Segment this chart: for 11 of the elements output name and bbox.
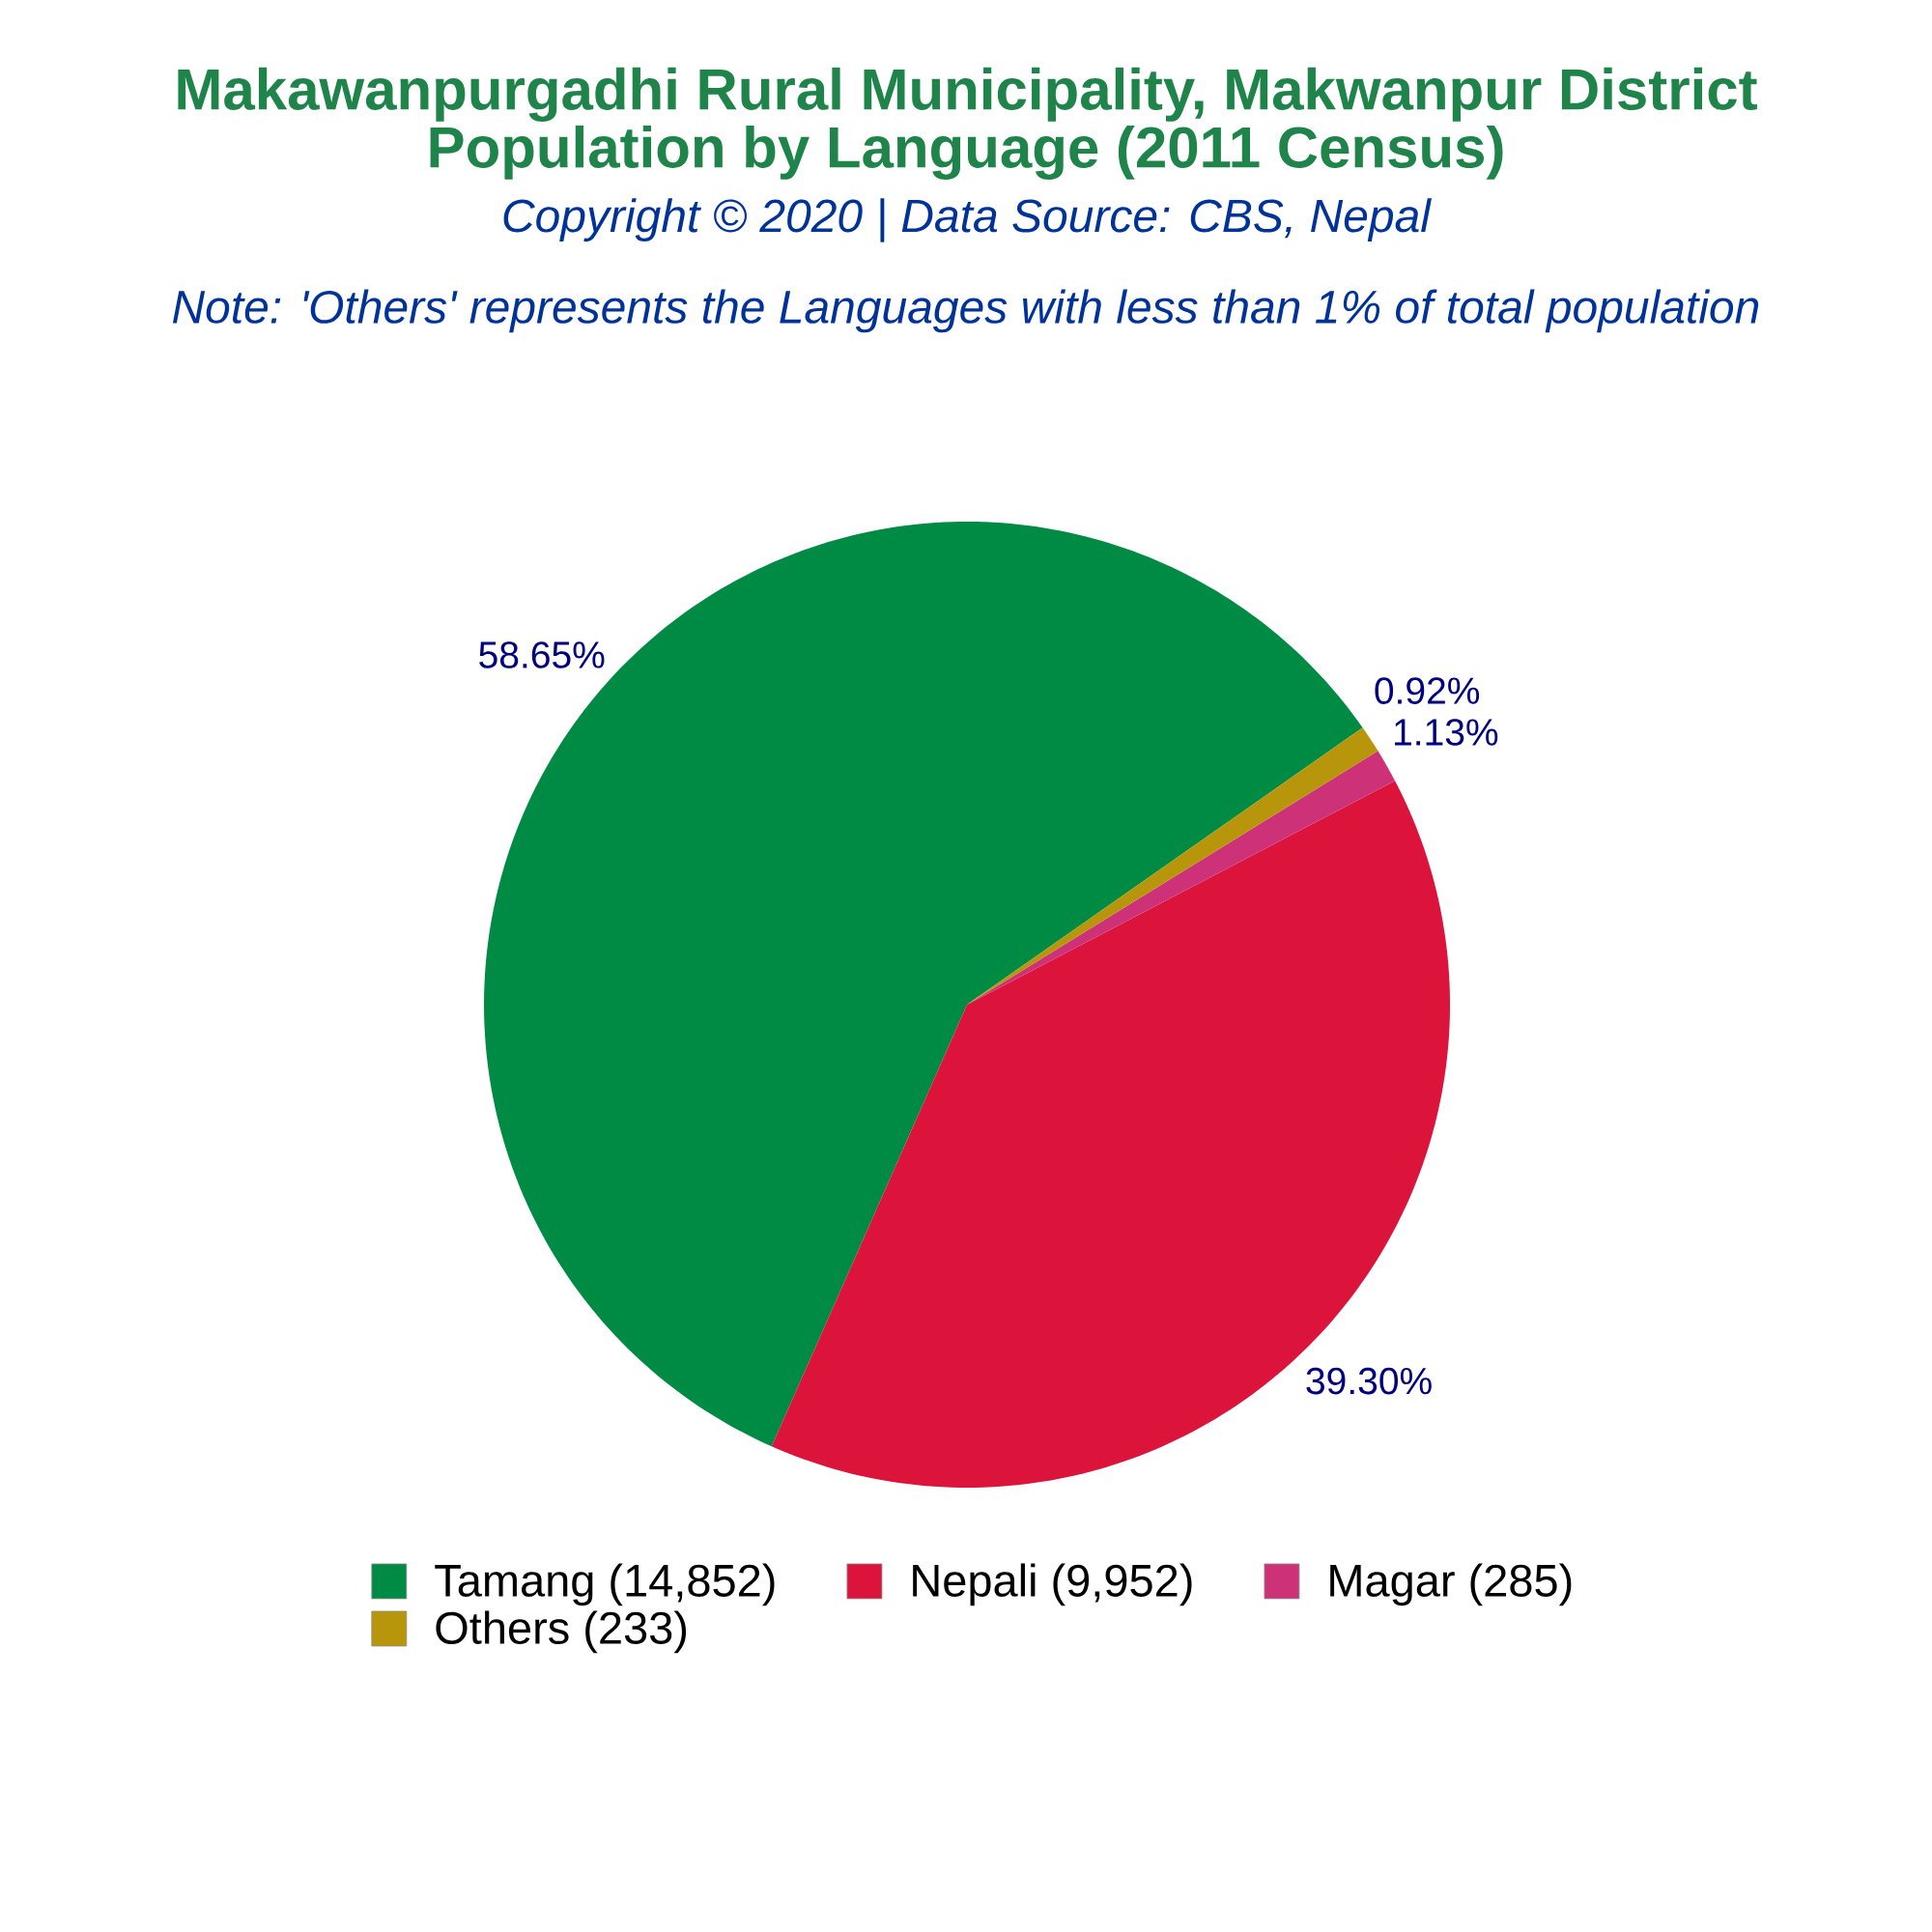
legend-label: Others (233) [436,1610,687,1654]
data-label: 1.13% [1395,719,1498,746]
legend-label: Nepali (9,952) [913,1563,1192,1606]
text: Note: 'Others' represents the Languages with less than 1% of total population [172,289,1759,333]
chart-title: Makawanpurgadhi Rural Municipality, Makwanpur District Population by Language (2011 Census) [178,67,1757,181]
data-label: 39.30% [1306,1367,1432,1395]
legend-label: Magar (285) [1330,1563,1572,1606]
data-label: 0.92% [1375,677,1480,704]
data-label: 58.65% [479,641,605,668]
chart-subtitle: Copyright © 2020 | Data Source: CBS, Nepal [503,198,1432,242]
legend-label: Tamang (14,852) [435,1563,775,1606]
